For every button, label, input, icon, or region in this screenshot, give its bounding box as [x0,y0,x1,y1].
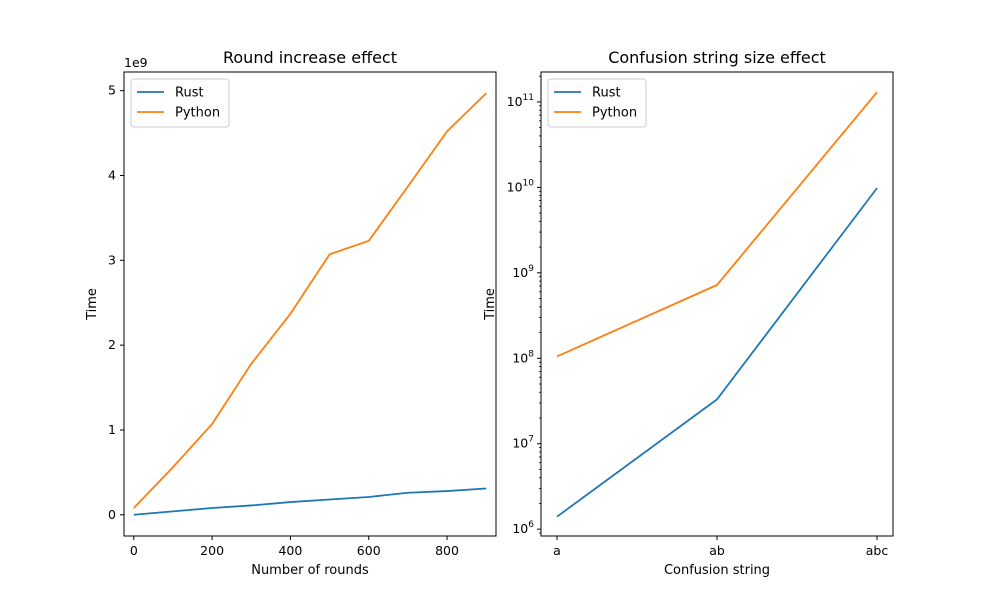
y-tick-label: 5 [108,83,116,98]
y-tick-label: 4 [108,167,116,182]
legend-box [547,78,647,128]
y-tick-label: 107 [512,435,534,451]
y-tick-label: 1011 [507,93,534,109]
y-tick-label: 2 [108,337,116,352]
y-tick-base: 10 [507,179,523,194]
y-axis-label: Time [483,288,498,321]
y-tick-label: 106 [512,520,534,536]
y-tick-exponent: 6 [528,520,534,530]
y-tick-exponent: 11 [523,93,534,103]
y-tick-base: 10 [512,350,528,365]
x-tick-label: 600 [357,543,381,558]
x-axis-label: Confusion string [664,563,770,578]
x-tick-label: a [553,543,561,558]
axes-frame [123,71,497,537]
x-tick-label: 200 [200,543,224,558]
x-tick-label: 400 [278,543,302,558]
axes-frame [540,71,894,537]
series-line-rust [556,187,878,518]
y-tick-label: 1 [108,422,116,437]
y-tick-label: 1010 [507,178,535,194]
x-tick-label: abc [866,543,889,558]
y-tick-label: 108 [512,349,534,365]
y-tick-base: 10 [512,265,528,280]
legend-entry: Rust [592,86,621,101]
y-tick-base: 10 [512,521,528,536]
y-tick-exponent: 7 [528,435,534,445]
y-tick-exponent: 8 [528,349,534,359]
y-tick-exponent: 10 [523,178,535,188]
y-tick-label: 3 [108,252,116,267]
y-tick-exponent: 9 [528,264,534,274]
chart-panel-1: Round increase effect 0 200 400 600 800 0 1 2 3 4 5… [85,48,497,578]
series-line-python [556,91,878,358]
chart-title: Confusion string size effect [608,48,826,67]
legend-entry: Python [592,106,637,121]
legend-entry: Python [175,106,220,121]
chart-title: Round increase effect [223,48,397,67]
x-tick-label: 0 [130,543,138,558]
series-line-python [133,92,487,509]
legend-entry: Rust [175,86,204,101]
legend-box [130,78,230,128]
y-tick-label: 0 [108,507,116,522]
x-tick-label: 800 [435,543,459,558]
y-axis-label: Time [85,288,100,321]
x-axis-label: Number of rounds [251,563,369,578]
y-tick-label: 109 [512,264,534,280]
y-tick-base: 10 [512,436,528,451]
y-offset-text: 1e9 [124,55,148,70]
series-line-rust [133,487,487,516]
legend: Rust Python [547,78,647,128]
x-tick-label: ab [709,543,725,558]
legend: Rust Python [130,78,230,128]
y-tick-base: 10 [507,94,523,109]
